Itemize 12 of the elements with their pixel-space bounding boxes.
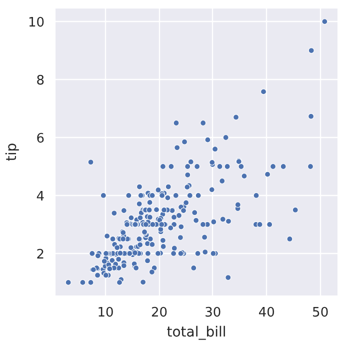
y-axis-title: tip [4,142,20,162]
y-tick-label: 8 [36,74,45,89]
x-tick-label: 10 [97,306,114,320]
x-tick-label: 50 [312,306,329,320]
x-tick-label: 30 [204,306,222,320]
y-tick-label: 6 [36,132,45,147]
y-tick-label: 2 [36,247,45,262]
y-tick-label: 10 [28,16,45,31]
x-axis-title: total_bill [166,324,226,340]
y-tick-label: 4 [36,189,45,204]
x-tick-label: 40 [258,306,275,320]
x-tick-label: 20 [150,306,168,320]
